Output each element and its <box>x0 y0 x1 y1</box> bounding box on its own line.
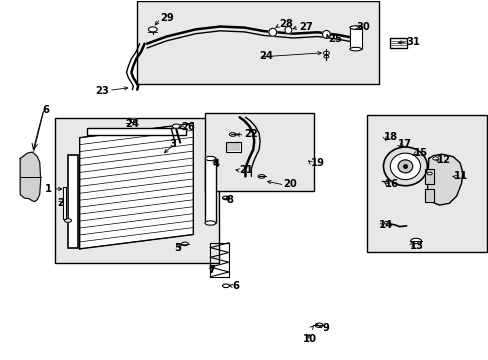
Text: 26: 26 <box>181 122 195 132</box>
Ellipse shape <box>222 196 229 200</box>
Text: 12: 12 <box>436 155 450 165</box>
Ellipse shape <box>324 55 328 58</box>
Polygon shape <box>20 152 41 202</box>
Ellipse shape <box>222 284 229 288</box>
Ellipse shape <box>130 119 137 123</box>
Bar <box>424 189 433 202</box>
Text: 13: 13 <box>409 241 424 251</box>
Text: 2: 2 <box>57 198 63 208</box>
Bar <box>87 128 185 135</box>
Bar <box>55 118 219 263</box>
Ellipse shape <box>349 26 361 30</box>
Bar <box>63 187 66 220</box>
Bar <box>349 28 361 49</box>
Text: 1: 1 <box>45 184 52 194</box>
Text: 18: 18 <box>383 132 397 142</box>
Bar <box>225 142 240 152</box>
Text: 15: 15 <box>413 148 427 158</box>
Bar <box>424 169 433 184</box>
Ellipse shape <box>64 219 71 222</box>
Ellipse shape <box>181 242 188 246</box>
Text: 24: 24 <box>125 120 139 129</box>
Bar <box>204 158 215 223</box>
Ellipse shape <box>258 175 264 178</box>
Text: 14: 14 <box>378 220 392 230</box>
Text: 6: 6 <box>42 105 49 115</box>
Ellipse shape <box>432 157 438 160</box>
Text: 7: 7 <box>207 265 214 275</box>
Text: 3: 3 <box>168 139 175 149</box>
Text: 6: 6 <box>232 281 239 291</box>
Text: 9: 9 <box>322 323 329 333</box>
Bar <box>424 169 433 184</box>
Ellipse shape <box>285 27 291 34</box>
Bar <box>137 1 378 84</box>
Text: 22: 22 <box>244 129 258 139</box>
Bar <box>63 187 66 220</box>
Bar <box>349 28 361 49</box>
Text: 27: 27 <box>299 22 312 32</box>
Text: 31: 31 <box>406 37 420 47</box>
Ellipse shape <box>148 27 157 32</box>
Ellipse shape <box>397 160 412 173</box>
Ellipse shape <box>384 221 388 224</box>
Bar <box>204 158 215 223</box>
Text: 16: 16 <box>384 179 398 189</box>
Bar <box>68 155 78 248</box>
Ellipse shape <box>410 238 421 244</box>
Text: 4: 4 <box>212 159 220 169</box>
Ellipse shape <box>323 51 329 55</box>
Polygon shape <box>427 154 462 205</box>
Text: 28: 28 <box>279 19 293 29</box>
Ellipse shape <box>204 221 215 225</box>
Text: 23: 23 <box>95 86 109 96</box>
Ellipse shape <box>315 323 323 327</box>
Ellipse shape <box>349 47 361 51</box>
Ellipse shape <box>172 124 180 129</box>
Text: 20: 20 <box>283 179 297 189</box>
Polygon shape <box>80 123 193 249</box>
Text: 24: 24 <box>259 51 273 61</box>
Text: 10: 10 <box>303 333 316 343</box>
Bar <box>68 155 78 248</box>
Ellipse shape <box>229 133 236 136</box>
Ellipse shape <box>427 172 431 175</box>
Ellipse shape <box>383 147 427 186</box>
Text: 17: 17 <box>397 139 411 149</box>
Ellipse shape <box>204 156 215 161</box>
Text: 5: 5 <box>173 243 181 253</box>
Bar <box>366 115 487 252</box>
Bar <box>225 142 240 152</box>
Text: 19: 19 <box>310 158 324 168</box>
Ellipse shape <box>389 153 420 180</box>
Bar <box>389 38 406 48</box>
Text: 30: 30 <box>356 22 369 32</box>
Text: 11: 11 <box>453 171 468 181</box>
Ellipse shape <box>322 31 330 39</box>
Bar <box>204 113 313 192</box>
Bar <box>424 189 433 202</box>
Text: 21: 21 <box>239 165 253 175</box>
Text: 29: 29 <box>160 13 174 23</box>
Text: 8: 8 <box>225 195 232 205</box>
Text: 25: 25 <box>328 35 342 44</box>
Ellipse shape <box>268 28 276 36</box>
Bar <box>87 128 185 135</box>
